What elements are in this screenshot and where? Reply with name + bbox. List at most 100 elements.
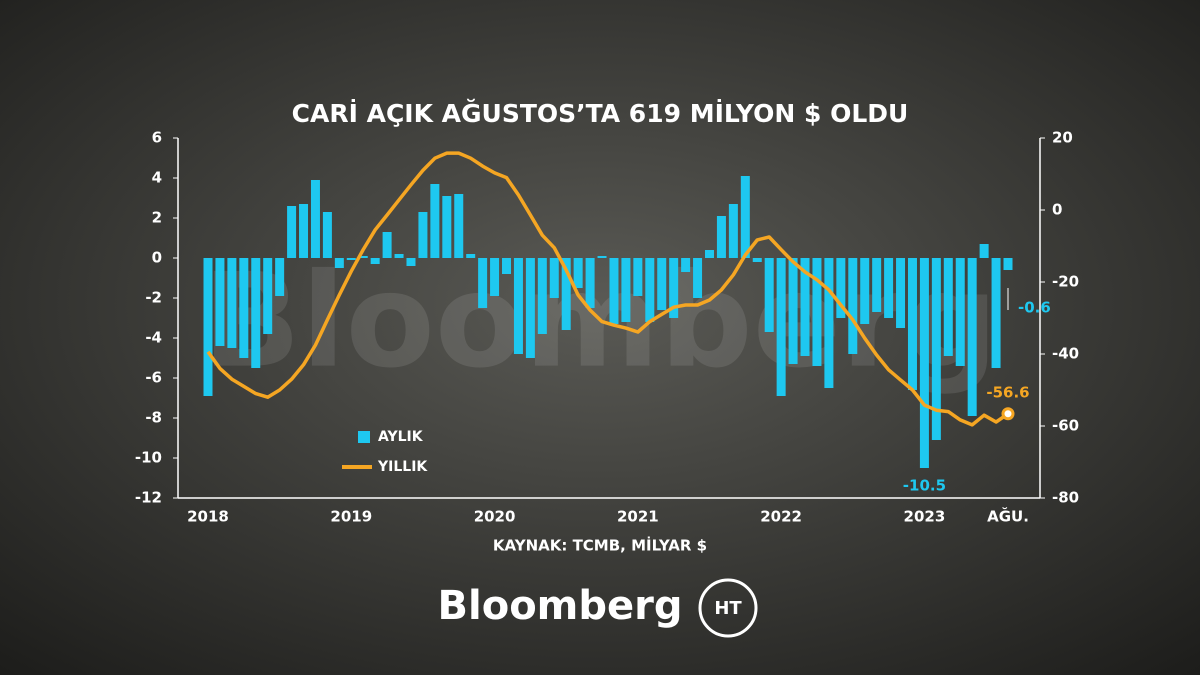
bar [931,258,941,440]
data-label: -0.6 [1018,299,1051,317]
bar [812,258,822,366]
bar [669,258,679,318]
bar [776,258,786,396]
bar [239,258,249,358]
y-tick-label: 4 [152,169,162,187]
bar [537,258,547,334]
bar [502,258,512,274]
y2-tick-label: -60 [1052,417,1079,435]
bar [275,258,285,296]
bar [334,258,344,268]
y-tick-label: 2 [152,209,162,227]
source: KAYNAK: TCMB, MİLYAR $ [493,536,707,555]
bar [549,258,559,298]
x-tick-label: 2020 [474,508,516,526]
bar [370,258,380,264]
bar [573,258,583,288]
bar [561,258,571,330]
bar [728,204,738,258]
x-tick-label: 2021 [617,508,659,526]
bar [919,258,929,468]
bar [836,258,846,318]
bar [657,258,667,310]
bar [633,258,643,296]
bar [967,258,977,416]
bar [406,258,416,266]
bar [478,258,488,308]
bar [227,258,237,348]
bar [716,216,726,258]
bar [943,258,953,356]
chart-title: CARİ AÇIK AĞUSTOS’TA 619 MİLYON $ OLDU [292,98,909,128]
bar [299,204,309,258]
bar [752,258,762,262]
bar [322,212,332,258]
y2-tick-label: -20 [1052,273,1079,291]
x-tick-label: 2019 [330,508,372,526]
bar [848,258,858,354]
legend-label: AYLIK [378,429,424,445]
bar [704,250,714,258]
bar [693,258,703,298]
bar [394,254,404,258]
bar [418,212,428,258]
x-tick-label: 2018 [187,508,229,526]
bar [872,258,882,312]
y-tick-label: -12 [135,489,162,507]
bar [609,258,619,324]
x-tick-label: AĞU. [987,507,1029,526]
y2-tick-label: 0 [1052,201,1062,219]
bar [824,258,834,388]
brand-logo-ring [698,578,758,638]
bar [525,258,535,358]
x-tick-label: 2023 [904,508,946,526]
bar [215,258,225,346]
bar [310,180,320,258]
y2-tick-label: -80 [1052,489,1079,507]
bar [466,254,476,258]
y2-tick-label: 20 [1052,129,1073,147]
bar [358,256,368,258]
bar [621,258,631,322]
y-tick-label: -10 [135,449,162,467]
bar [991,258,1001,368]
bar [346,258,356,260]
y2-tick-label: -40 [1052,345,1079,363]
y-tick-label: -6 [145,369,162,387]
bar [251,258,261,368]
bar [287,206,297,258]
y-tick-label: 0 [152,249,162,267]
bar [490,258,500,296]
bar [681,258,691,272]
x-tick-label: 2022 [760,508,802,526]
bar [263,258,273,334]
bar [955,258,965,366]
bar [1003,258,1013,270]
bar [907,258,917,390]
bar [740,176,750,258]
bar [454,194,464,258]
legend-swatch [358,431,370,443]
bar [764,258,774,332]
brand-logo: HT [714,598,742,619]
bar [597,256,607,258]
bar [430,184,440,258]
brand: Bloomberg [438,583,683,629]
bar [800,258,810,356]
y-tick-label: -4 [145,329,162,347]
bar [896,258,906,328]
data-label: -10.5 [903,477,946,495]
legend-label: YILLIK [377,459,428,475]
bar [860,258,870,324]
y-tick-label: -8 [145,409,162,427]
bar [442,196,452,258]
bar [645,258,655,322]
bar [382,232,392,258]
bar [513,258,523,354]
bar [203,258,213,396]
bar [979,244,989,258]
y-tick-label: 6 [152,129,162,147]
y-tick-label: -2 [145,289,162,307]
bar [585,258,595,308]
